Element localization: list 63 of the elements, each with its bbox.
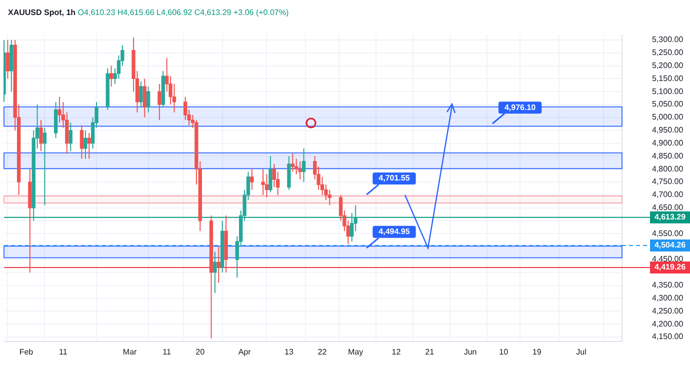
candlestick [261,168,265,196]
y-tick-label: 4,350.00 [652,280,684,290]
y-tick-label: 5,250.00 [652,48,684,58]
y-tick-label: 4,900.00 [652,138,684,148]
x-tick-label: 11 [59,347,68,356]
y-tick-label: 5,000.00 [652,112,684,122]
x-tick-label: 20 [196,347,206,356]
y-tick-label: 4,650.00 [652,203,684,212]
ref-line-label: 4,504.26 [654,240,686,250]
x-tick-label: May [348,347,364,356]
candlestick [42,127,47,206]
ref-line-label: 4,613.29 [654,212,686,222]
y-tick-label: 4,300.00 [652,293,684,302]
candlestick [109,65,114,87]
candlestick [213,251,217,294]
candlestick [290,153,294,172]
y-tick-label: 4,950.00 [652,126,684,135]
x-tick-label: 12 [392,347,402,356]
y-tick-label: 5,100.00 [652,86,684,96]
y-tick-label: 5,300.00 [652,35,684,44]
candlestick [68,122,72,152]
candlestick [268,156,272,193]
chart-title: XAUUSD Spot, 1h [8,8,76,17]
y-tick-label: 4,200.00 [652,319,684,328]
y-tick-label: 5,150.00 [652,74,684,83]
y-tick-label: 4,750.00 [652,177,684,186]
candlestick [298,160,302,180]
candlestick [287,156,291,190]
x-tick-label: Apr [238,347,252,356]
y-tick-label: 4,850.00 [652,151,684,160]
candlestick [184,96,188,121]
x-tick-label: 19 [532,347,542,356]
x-tick-label: 22 [318,347,328,356]
candlestick [39,120,43,152]
candlestick [250,168,254,190]
x-tick-label: 11 [162,347,172,356]
x-tick-label: 21 [425,347,435,356]
candlestick [80,124,84,160]
candlestick [87,132,91,160]
y-tick-label: 4,700.00 [652,190,684,200]
y-tick-label: 5,050.00 [652,100,684,109]
y-tick-label: 4,150.00 [652,332,684,342]
chart-subtitle: O4,610.23 H4,615.66 L4,606.92 C4,613.29 +3.06 (+0.07%) [78,8,289,17]
y-tick-label: 5,200.00 [652,61,684,70]
y-tick-label: 4,250.00 [652,306,684,316]
x-tick-label: Mar [122,347,138,356]
x-tick-label: Jul [576,347,587,356]
x-tick-label: 10 [499,347,509,356]
candlestick [216,246,220,284]
x-tick-label: Jun [464,347,477,356]
x-tick-label: Feb [19,347,34,356]
candlestick [302,148,306,183]
x-tick-label: 13 [284,347,294,356]
candlestick [6,39,10,80]
y-tick-label: 4,550.00 [652,228,684,238]
candlestick [84,130,88,160]
annotation: 4,976.10 [504,102,536,112]
y-tick-label: 4,450.00 [652,254,684,264]
annotation: 4,701.55 [378,174,410,183]
candlestick [54,101,58,139]
annotation: 4,494.95 [378,227,410,236]
ref-line-label: 4,419.26 [654,262,686,272]
y-tick-label: 4,800.00 [652,164,684,174]
